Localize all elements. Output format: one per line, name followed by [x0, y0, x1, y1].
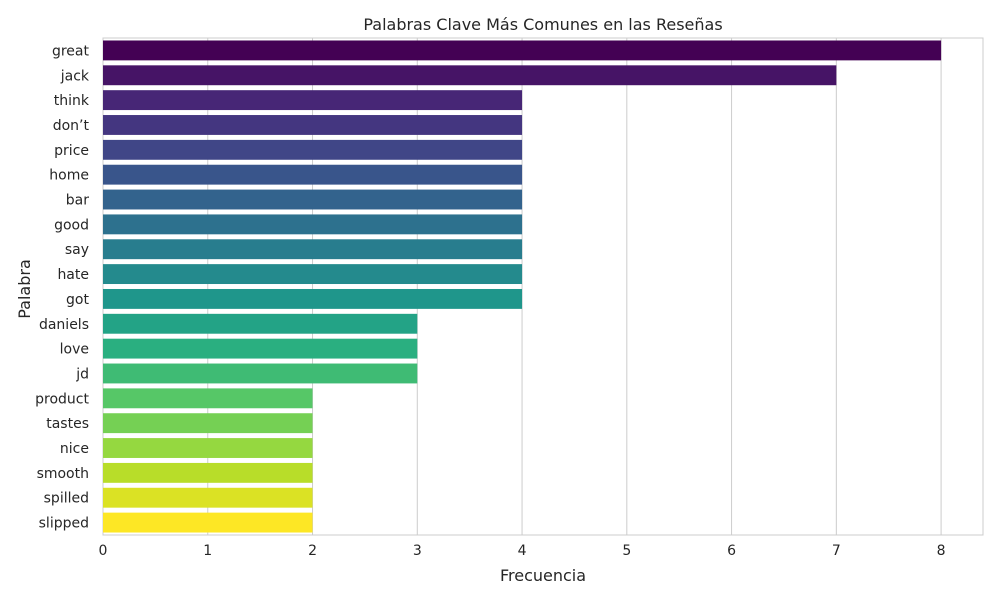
bar-10	[103, 288, 523, 309]
y-tick-label: good	[54, 217, 89, 233]
plot-area	[102, 37, 984, 536]
bar-8	[103, 239, 523, 260]
bar-16	[103, 438, 313, 458]
chart-title: Palabras Clave Más Comunes en las Reseña…	[363, 15, 722, 34]
bar-7	[103, 214, 523, 235]
bar-6	[103, 189, 523, 210]
y-tick-label: home	[49, 168, 89, 184]
x-tick-label: 6	[727, 543, 736, 559]
y-axis-title: Palabra	[15, 259, 34, 319]
x-tick-label: 7	[832, 543, 841, 559]
bars	[103, 40, 942, 533]
bar-9	[103, 264, 523, 285]
y-tick-label: say	[65, 242, 89, 258]
y-tick-label: price	[54, 143, 89, 159]
bar-19	[103, 512, 313, 533]
bar-1	[103, 65, 837, 86]
x-axis-title: Frecuencia	[500, 566, 586, 585]
y-tick-label: smooth	[37, 466, 89, 482]
y-tick-label: slipped	[39, 516, 89, 532]
x-tick-label: 2	[308, 543, 317, 559]
y-tick-label: think	[54, 93, 90, 109]
y-tick-label: jack	[60, 68, 90, 84]
bar-13	[103, 363, 418, 384]
y-tick-label: jd	[75, 366, 89, 382]
bar-3	[103, 115, 523, 135]
y-tick-label: great	[52, 43, 90, 59]
y-tick-label: nice	[60, 441, 89, 457]
x-tick-label: 3	[413, 543, 422, 559]
bar-17	[103, 462, 313, 483]
bar-18	[103, 487, 313, 508]
x-tick-label: 1	[203, 543, 212, 559]
y-tick-label: bar	[66, 193, 89, 209]
bar-11	[103, 313, 418, 334]
y-tick-label: daniels	[39, 317, 89, 333]
x-tick-label: 5	[622, 543, 631, 559]
y-tick-label: tastes	[46, 416, 89, 432]
bar-15	[103, 413, 313, 434]
y-tick-label: hate	[57, 267, 89, 283]
bar-2	[103, 90, 523, 111]
bar-4	[103, 139, 523, 160]
x-tick-label: 4	[518, 543, 527, 559]
bar-0	[103, 40, 942, 61]
x-tick-label: 0	[99, 543, 108, 559]
bar-12	[103, 338, 418, 359]
y-tick-label: got	[66, 292, 89, 308]
y-tick-labels: great jack think don’t price home bar good say ha…	[35, 43, 90, 531]
x-tick-labels: 0 1 2 3 4 5 6 7 8	[99, 543, 946, 559]
y-tick-label: don’t	[53, 118, 90, 134]
x-tick-label: 8	[937, 543, 946, 559]
bar-5	[103, 164, 523, 185]
y-tick-label: product	[35, 391, 89, 407]
y-tick-label: love	[60, 342, 89, 358]
y-tick-label: spilled	[44, 491, 89, 507]
bar-14	[103, 388, 313, 409]
